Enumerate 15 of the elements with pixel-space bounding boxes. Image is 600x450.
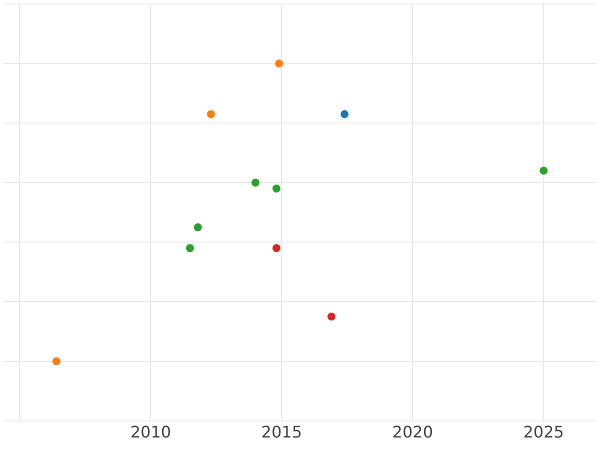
x-tick-label: 2020	[392, 422, 433, 442]
point	[52, 357, 60, 366]
point	[272, 184, 280, 193]
point	[327, 312, 336, 321]
x-tick-label: 2025	[523, 422, 564, 442]
point	[186, 244, 194, 252]
point	[272, 244, 280, 252]
point	[194, 223, 202, 232]
point	[206, 110, 215, 118]
x-tick-label: 2015	[261, 422, 302, 442]
point	[251, 178, 260, 187]
x-tick-label: 2010	[130, 422, 172, 442]
point	[540, 166, 548, 175]
point	[275, 60, 284, 68]
point	[340, 110, 349, 118]
